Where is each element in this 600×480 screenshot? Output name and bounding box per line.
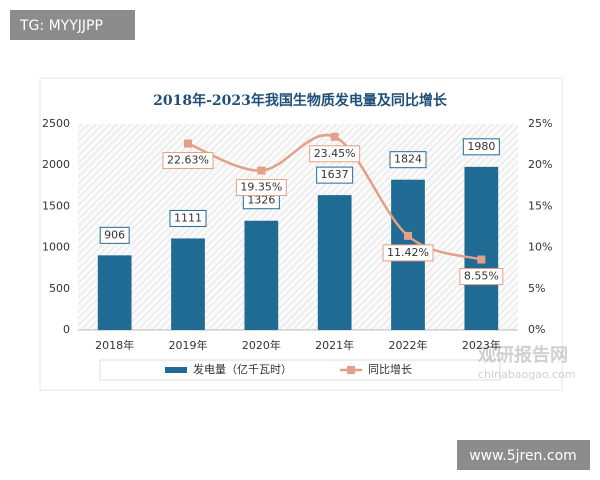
y-tick-label: 0 — [63, 323, 70, 336]
x-tick-label: 2019年 — [169, 338, 208, 352]
overlay-box — [10, 10, 135, 40]
overlay-text: TG: MYYJJPP — [19, 18, 103, 34]
bar — [97, 255, 132, 330]
x-tick-label: 2020年 — [242, 338, 281, 352]
y2-tick-label: 10% — [528, 241, 552, 254]
legend-box — [99, 359, 501, 381]
data-label: 1111 — [174, 211, 202, 224]
data-label-box — [389, 151, 427, 169]
legend-swatch — [165, 367, 187, 373]
line-marker — [330, 132, 339, 141]
y2-tick-label: 5% — [528, 282, 545, 295]
line-marker — [477, 255, 486, 264]
overlay-text: www.5jren.com — [469, 448, 577, 464]
data-label-box — [235, 179, 287, 197]
data-label: 1824 — [394, 153, 422, 166]
line-marker — [184, 139, 192, 148]
legend-swatch — [347, 366, 355, 374]
watermark: 观研报告网 chinabaogao.com — [478, 344, 576, 381]
y2-tick-label: 15% — [528, 199, 552, 212]
data-label: 1326 — [247, 194, 275, 207]
legend-label: 同比增长 — [368, 362, 412, 376]
y2-tick-label: 0% — [528, 323, 545, 336]
data-label-box — [309, 145, 361, 163]
data-label: 22.63% — [167, 154, 209, 167]
data-label: 23.45% — [314, 147, 356, 160]
bar — [171, 238, 205, 330]
data-label-box — [462, 138, 500, 156]
data-label: 906 — [104, 228, 125, 241]
data-label: 19.35% — [240, 181, 282, 194]
data-label-box — [382, 244, 434, 262]
logo-url: chinabaogao.com — [478, 368, 576, 381]
y-tick-label: 2000 — [42, 158, 70, 171]
overlay-box — [457, 440, 590, 470]
line-marker — [404, 231, 412, 240]
x-tick-label: 2021年 — [315, 338, 354, 352]
plot-area — [78, 124, 518, 330]
legend-label: 发电量（亿千瓦时） — [193, 362, 292, 376]
logo-text: 观研报告网 — [478, 344, 568, 366]
data-label: 1980 — [467, 140, 495, 153]
y-tick-label: 1500 — [42, 199, 70, 212]
x-tick-label: 2018年 — [95, 338, 134, 352]
y-tick-label: 1000 — [42, 241, 70, 254]
y-tick-label: 500 — [49, 282, 70, 295]
x-tick-label: 2022年 — [389, 338, 428, 352]
data-label-box — [169, 209, 207, 227]
bar — [244, 220, 279, 330]
data-label-box — [459, 268, 504, 286]
data-label: 1637 — [321, 168, 349, 181]
line-marker — [257, 166, 266, 175]
y-tick-label: 2500 — [42, 117, 70, 130]
data-label: 8.55% — [464, 270, 499, 283]
bar — [464, 166, 499, 330]
y2-tick-label: 20% — [528, 158, 552, 171]
bar — [317, 195, 352, 330]
y2-tick-label: 25% — [528, 117, 552, 130]
data-label-box — [99, 226, 130, 244]
data-label-box — [316, 166, 354, 184]
chart-title: 2018年-2023年我国生物质发电量及同比增长 — [153, 92, 448, 109]
data-label: 11.42% — [387, 246, 429, 259]
x-tick-label: 2023年 — [462, 338, 501, 352]
data-label-box — [162, 152, 214, 170]
